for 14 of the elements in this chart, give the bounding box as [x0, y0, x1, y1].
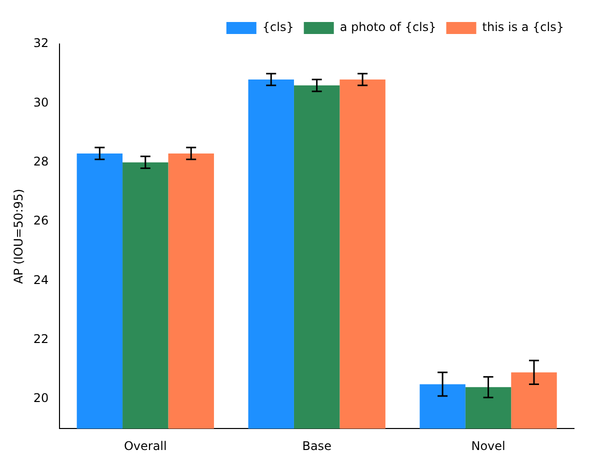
- y-tick-label: 32: [33, 36, 49, 50]
- x-tick-label: Overall: [124, 438, 167, 453]
- x-tick-label: Base: [302, 438, 332, 453]
- y-tick-label: 30: [33, 95, 49, 110]
- legend-label: {cls}: [262, 20, 294, 34]
- legend-label: this is a {cls}: [482, 20, 564, 34]
- y-tick-label: 22: [33, 332, 49, 346]
- y-tick-label: 24: [33, 272, 49, 287]
- y-axis-title: AP (IOU=50:95): [11, 188, 26, 284]
- y-tick-label: 26: [33, 214, 49, 228]
- x-tick-label: Novel: [471, 438, 506, 453]
- legend-label: a photo of {cls}: [340, 20, 436, 34]
- y-tick-label: 20: [33, 391, 49, 406]
- y-tick-label: 28: [33, 154, 49, 168]
